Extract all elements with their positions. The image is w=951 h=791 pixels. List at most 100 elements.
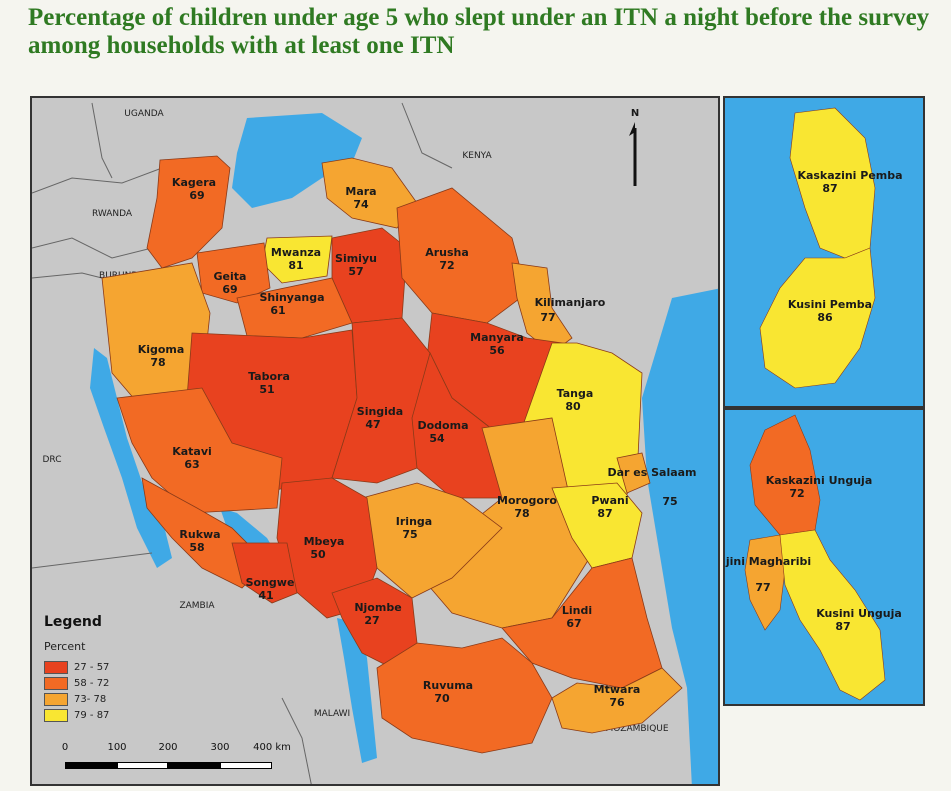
region-label-value: 87 [835,620,850,633]
country-label-drc: DRC [42,455,61,465]
main-map-svg: UGANDA KENYA RWANDA BURUNDI DRC ZAMBIA M… [32,102,718,784]
region-label-value: 72 [789,487,804,500]
main-map: UGANDA KENYA RWANDA BURUNDI DRC ZAMBIA M… [30,96,720,786]
region-kusini-pemba [759,247,876,389]
north-arrow: N [629,108,639,186]
region-label-value: 77 [540,311,555,324]
inset-unguja: Kaskazini Unguja 72 Mjini Magharibi 77 K… [723,408,925,706]
legend-swatch [44,708,68,722]
legend-subtitle: Percent [44,640,86,653]
region-label-value: 76 [609,696,625,709]
region-label-value: 78 [150,356,165,369]
region-label-name: Mwanza [271,246,321,259]
region-label-name: Kilimanjaro [535,296,606,309]
region-label-name: Arusha [425,246,469,259]
region-label-name: Rukwa [179,528,220,541]
region-label-name: Kigoma [138,343,185,356]
legend-item: 73- 78 [44,691,109,707]
region-label-value: 86 [817,311,833,324]
region-label-name: Katavi [172,445,212,458]
scale-segment [168,762,220,769]
country-label-malawi: MALAWI [314,709,350,719]
scale-tick-label: 300 [210,742,230,753]
region-label-value: 58 [189,541,204,554]
region-polygons [101,155,683,754]
region-label-name: Kaskazini Pemba [797,169,902,182]
region-label-name: Tanga [557,387,594,400]
inset-unguja-svg: Kaskazini Unguja 72 Mjini Magharibi 77 K… [725,414,902,701]
country-label-mozambique: MOZAMBIQUE [605,724,668,734]
region-label-value: 69 [222,283,237,296]
region-katavi [116,387,283,514]
region-label-name: Songwe [246,576,295,589]
region-label-name: Mara [345,185,376,198]
region-label-value: 69 [189,189,204,202]
region-label-name: Kusini Pemba [788,298,872,311]
legend: Legend Percent 27 - 57 58 - 72 73- 78 79… [44,614,109,723]
legend-item: 79 - 87 [44,707,109,723]
region-label-name: Mtwara [594,683,641,696]
region-iringa [361,482,503,599]
scale-tick-label: 400 km [253,742,291,753]
country-label-kenya: KENYA [462,151,492,161]
region-dodoma [411,351,503,499]
region-label-name: Pwani [591,494,628,507]
region-label-name: Mjini Magharibi [725,555,811,568]
region-arusha [396,187,528,324]
legend-item: 58 - 72 [44,675,109,691]
region-label-value: 61 [270,304,285,317]
region-label-value: 74 [353,198,369,211]
region-label-value: 41 [258,589,273,602]
region-label-name: Njombe [354,601,401,614]
legend-label: 79 - 87 [74,709,110,721]
region-label-name: Singida [357,405,403,418]
region-kusini-unguja [779,529,886,701]
region-label-name: Dodoma [417,419,468,432]
region-label-value: 63 [184,458,199,471]
legend-swatch [44,692,68,706]
region-label-name: Shinyanga [259,291,324,304]
region-label-value: 72 [439,259,454,272]
indian-ocean [642,288,718,784]
region-label-value: 78 [514,507,529,520]
lake-nyasa [337,618,377,763]
country-label-rwanda: RWANDA [92,209,133,219]
region-label-name: Mbeya [304,535,345,548]
region-label-value: 27 [364,614,379,627]
legend-title: Legend [44,614,102,630]
region-label-name: Lindi [562,604,592,617]
scale-tick-label: 200 [158,742,178,753]
region-label-value: 81 [288,259,303,272]
region-label-name: Simiyu [335,252,377,265]
inset-pemba: Kaskazini Pemba 87 Kusini Pemba 86 [723,96,925,408]
region-label-name: Tabora [248,370,290,383]
region-label-value: 87 [822,182,837,195]
region-label-value: 47 [365,418,380,431]
region-kagera [146,155,231,269]
region-songwe [231,542,298,604]
country-label-zambia: ZAMBIA [179,601,215,611]
region-label-name: Manyara [470,331,524,344]
region-label-value: 54 [429,432,445,445]
scale-tick-label: 0 [61,742,69,753]
region-label-name: Kaskazini Unguja [766,474,873,487]
region-label-name: Ruvuma [423,679,473,692]
region-label-value: 70 [434,692,450,705]
map-title: Percentage of children under age 5 who s… [28,4,930,59]
scale-segment [220,762,272,769]
inset-pemba-svg: Kaskazini Pemba 87 Kusini Pemba 86 [759,107,903,389]
region-label-value: 51 [259,383,274,396]
region-label-name: Kagera [172,176,216,189]
north-label: N [631,108,639,119]
region-mtwara [551,667,683,734]
region-dar-es-salaam [616,452,651,494]
region-lindi [501,557,663,689]
region-label-value: 57 [348,265,363,278]
region-label-value: 75 [402,528,417,541]
scale-segment [65,762,117,769]
region-rukwa [141,477,268,589]
legend-label: 73- 78 [74,693,107,705]
legend-swatch [44,660,68,674]
region-label-name: Iringa [396,515,432,528]
region-label-name: Geita [214,270,247,283]
